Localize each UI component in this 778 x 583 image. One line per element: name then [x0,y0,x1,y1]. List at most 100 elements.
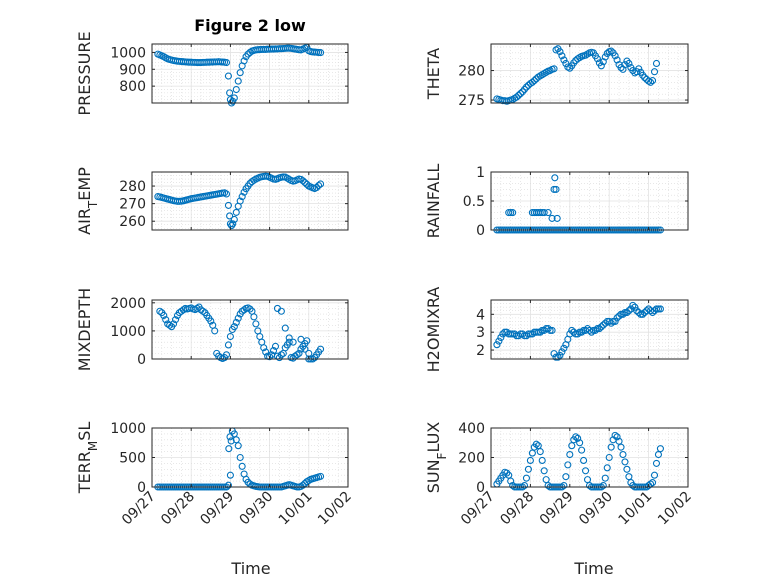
data-point [544,325,552,333]
data-point [315,181,323,190]
data-point [246,305,254,313]
data-point [560,344,568,352]
data-point [556,48,564,56]
data-point [591,326,599,334]
data-point [222,351,231,359]
data-point [232,85,240,94]
data-point [536,448,544,456]
y-tick-label: 800 [119,79,146,95]
data-point [240,188,248,196]
subplot-rainfall: 0 0.5 1 RAINFALL [424,164,689,239]
data-markers [493,301,664,361]
y-tick-label: 1 [476,165,485,181]
data-point [295,349,303,357]
axes-box [490,43,689,104]
data-point [540,209,548,217]
y-tick-label: 0 [137,352,146,368]
data-point [507,209,515,217]
y-axis-label: SUNFLUX [424,422,449,494]
y-tick-label: 900 [119,62,146,78]
data-point [236,69,244,77]
data-point [597,323,605,331]
data-point [495,337,503,345]
data-point [648,308,657,317]
data-point [599,321,607,329]
data-point [607,319,615,327]
data-point [550,65,558,73]
data-point [593,55,601,63]
data-point [507,477,515,485]
data-point [611,52,619,60]
data-point [224,72,232,80]
data-point [238,193,246,201]
data-point [240,57,248,65]
data-point [593,325,601,333]
y-tick-label: 2000 [110,296,146,312]
y-tick-label: 1000 [110,421,146,437]
data-point [524,465,532,473]
data-point [277,307,285,315]
data-point [648,479,657,487]
y-tick-label: 0.5 [463,194,485,210]
y-tick-label: 1000 [110,324,146,340]
data-point [250,313,258,321]
data-point [625,59,633,68]
data-markers [154,172,325,230]
data-point [171,316,180,324]
data-point [313,183,321,192]
data-point [493,341,501,349]
data-point [578,328,586,336]
data-point [623,465,631,473]
data-point [625,307,633,315]
data-point [654,305,663,313]
y-tick-label: 0 [476,480,485,496]
data-point [617,443,625,451]
y-tick-label: 280 [119,179,146,195]
data-point [629,301,637,309]
data-point [228,222,236,230]
data-point [556,351,564,359]
data-point [551,174,559,182]
data-point [562,59,570,68]
data-point [199,307,207,315]
data-point [576,439,584,447]
data-point [513,93,521,101]
data-markers [493,45,661,105]
data-point [574,434,582,442]
data-point [611,431,619,439]
axes-box [490,299,689,360]
data-point [631,303,639,311]
x-axis-label-left: Time [230,559,270,578]
data-point [548,326,556,334]
data-point [656,445,664,453]
data-point [528,78,536,86]
data-point [222,58,231,67]
data-point [285,334,293,342]
data-point [301,345,309,353]
data-point [211,327,219,335]
data-point [552,185,560,193]
y-tick-label: 3 [476,325,485,341]
data-point [503,469,511,477]
data-point [505,209,513,217]
data-point [166,321,174,329]
data-point [230,215,238,224]
data-point [558,348,566,356]
data-point [317,345,325,353]
data-point [611,317,619,326]
data-point [564,461,572,469]
data-point [532,440,540,448]
data-point [317,49,325,57]
x-axis-label-right: Time [573,559,613,578]
data-point [293,351,301,359]
data-point [560,56,568,64]
data-point [227,437,235,445]
subplot-mixdepth: 0 1000 2000 MIXDEPTH [75,288,349,371]
data-point [299,481,307,489]
data-point [648,77,657,85]
subplot-theta: 275 280 THETA [424,43,689,109]
data-point [226,471,234,479]
data-point [607,443,615,451]
